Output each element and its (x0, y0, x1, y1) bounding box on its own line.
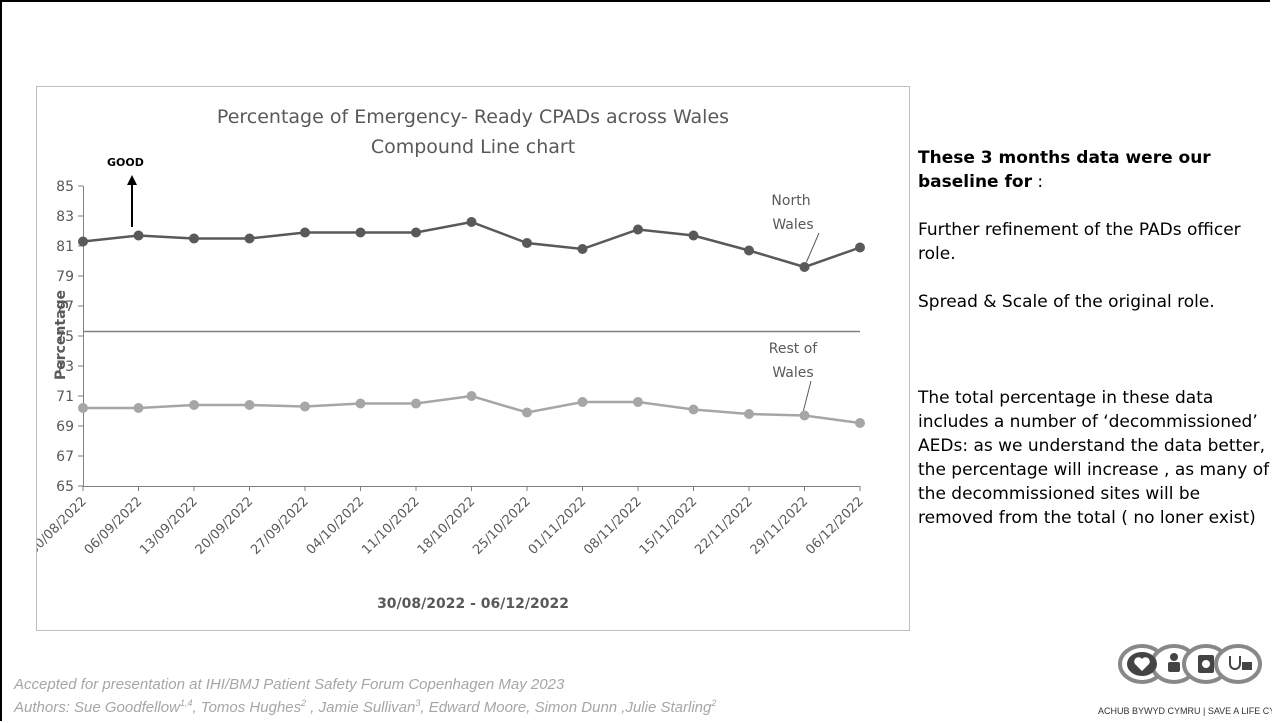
data-point (355, 398, 366, 409)
north-wales-label: Wales (772, 217, 813, 233)
data-point (799, 410, 810, 421)
data-point (411, 227, 421, 238)
chart-container: Percentage of Emergency- Ready CPADs acr… (36, 86, 910, 631)
data-point (522, 407, 532, 418)
x-tick-label: 11/10/2022 (359, 494, 423, 558)
footer: Accepted for presentation at IHI/BMJ Pat… (14, 675, 716, 717)
side-heading-colon: : (1031, 172, 1044, 192)
data-point (799, 262, 810, 272)
y-axis-label: Percentage (53, 290, 69, 380)
x-tick-label: 22/11/2022 (692, 494, 756, 558)
data-point (244, 233, 255, 244)
line-chart: Percentage of Emergency- Ready CPADs acr… (37, 106, 867, 612)
defibrillator-icon (1198, 655, 1214, 673)
data-point (300, 401, 310, 412)
data-point (78, 236, 88, 247)
side-paragraph-2: Spread & Scale of the original role. (918, 292, 1215, 312)
x-tick-label: 01/11/2022 (526, 494, 590, 558)
data-point (577, 244, 588, 254)
side-notes: These 3 months data were our baseline fo… (918, 146, 1270, 554)
data-point (522, 238, 532, 248)
data-point (78, 403, 88, 413)
data-point (466, 391, 477, 401)
x-axis-label: 30/08/2022 - 06/12/2022 (377, 596, 569, 612)
data-point (411, 398, 421, 409)
x-tick-label: 08/11/2022 (581, 494, 645, 558)
y-tick-label: 77 (56, 299, 74, 315)
x-tick-label: 25/10/2022 (470, 494, 534, 558)
y-tick-label: 85 (56, 179, 74, 195)
good-label: GOOD (107, 156, 144, 169)
rest-of-wales-callout (803, 380, 812, 411)
logo-graphic (1118, 644, 1262, 684)
y-tick-label: 69 (56, 419, 74, 435)
side-heading: These 3 months data were our baseline fo… (918, 146, 1270, 194)
data-point (466, 217, 477, 227)
data-point (688, 230, 699, 241)
y-tick-label: 73 (56, 359, 74, 375)
x-tick-label: 20/09/2022 (193, 494, 257, 558)
data-point (855, 418, 865, 428)
series-line-north-wales (82, 220, 861, 269)
data-point (189, 233, 199, 244)
north-wales-label: North (771, 193, 810, 209)
y-tick-label: 83 (56, 209, 74, 225)
y-tick-label: 81 (56, 239, 74, 255)
heart-icon (1127, 652, 1157, 676)
data-point (300, 227, 310, 238)
x-tick-label: 15/11/2022 (637, 494, 701, 558)
data-point (855, 242, 865, 253)
x-tick-label: 18/10/2022 (415, 494, 479, 558)
x-tick-label: 13/09/2022 (137, 494, 201, 558)
person-icon (1168, 653, 1180, 672)
y-tick-label: 79 (56, 269, 74, 285)
x-tick-label: 06/12/2022 (803, 494, 867, 558)
side-heading-bold: These 3 months data were our baseline fo… (918, 148, 1211, 192)
y-tick-label: 71 (56, 389, 74, 405)
footer-line-1: Accepted for presentation at IHI/BMJ Pat… (14, 676, 565, 693)
data-point (744, 409, 754, 419)
good-arrow-head (127, 175, 137, 185)
stethoscope-icon (1229, 656, 1252, 670)
x-tick-label: 29/11/2022 (748, 494, 812, 558)
y-tick-label: 65 (56, 479, 74, 495)
logo-text: ACHUB BYWYD CYMRU | SAVE A LIFE CYMRU (1098, 706, 1272, 716)
data-point (133, 403, 144, 413)
rest-of-wales-label: Rest of (769, 341, 819, 357)
x-tick-label: 27/09/2022 (248, 494, 312, 558)
data-point (244, 400, 255, 410)
data-point (744, 245, 754, 256)
data-point (189, 400, 199, 410)
north-wales-callout (806, 232, 820, 263)
save-a-life-cymru-logo: ACHUB BYWYD CYMRU | SAVE A LIFE CYMRU (1098, 642, 1272, 720)
side-paragraph-1: Further refinement of the PADs officer r… (918, 220, 1241, 264)
data-point (355, 227, 366, 238)
data-point (633, 224, 643, 235)
y-tick-label: 67 (56, 449, 74, 465)
footer-line-2: Authors: Sue Goodfellow1,4, Tomos Hughes… (14, 698, 717, 716)
data-point (133, 230, 144, 241)
chart-title: Percentage of Emergency- Ready CPADs acr… (217, 106, 729, 128)
data-point (577, 397, 588, 407)
y-tick-label: 75 (56, 329, 74, 345)
x-tick-label: 06/09/2022 (82, 494, 146, 558)
rest-of-wales-label: Wales (772, 365, 813, 381)
data-point (633, 397, 643, 407)
x-tick-label: 04/10/2022 (304, 494, 368, 558)
chart-subtitle: Compound Line chart (371, 136, 575, 158)
side-paragraph-3: The total percentage in these data inclu… (918, 388, 1270, 528)
data-point (688, 404, 699, 415)
